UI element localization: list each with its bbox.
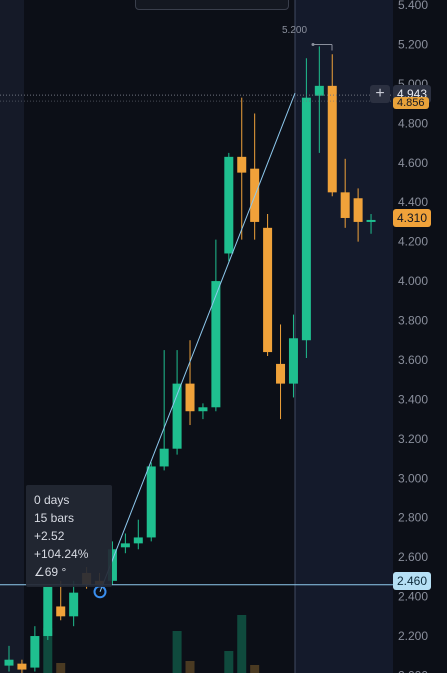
price-axis-label: 4.200: [398, 235, 428, 249]
price-axis-label: 5.400: [398, 0, 428, 12]
price-axis-label: 3.000: [398, 471, 428, 485]
price-axis-label: 3.800: [398, 314, 428, 328]
volume-bar: [43, 628, 53, 673]
price-axis-label: 3.200: [398, 432, 428, 446]
add-alert-plus-icon[interactable]: +: [370, 85, 390, 103]
measure-info-box: 0 days 15 bars +2.52 +104.24% ∠69 °: [26, 485, 112, 587]
price-tag-underlying: 4.856: [393, 97, 429, 109]
volume-bar: [250, 665, 260, 673]
measure-days: 0 days: [34, 493, 70, 507]
measure-percent: +104.24%: [34, 547, 89, 561]
price-axis-label: 3.600: [398, 353, 428, 367]
price-axis: 5.4005.2005.0004.8004.6004.4004.2004.000…: [398, 0, 428, 673]
right-highlight-band: [295, 0, 393, 673]
volume-bar: [224, 651, 234, 673]
peak-label: 5.200: [282, 25, 308, 36]
candle-body: [353, 198, 363, 222]
volume-bar: [237, 615, 247, 673]
candle-body: [120, 543, 130, 548]
candle-body: [4, 659, 14, 666]
price-axis-label: 2.600: [398, 550, 428, 564]
candles: [4, 46, 376, 673]
price-axis-label: 4.600: [398, 156, 428, 170]
candle-body: [198, 407, 208, 412]
price-axis-label: 2.200: [398, 629, 428, 643]
measure-change: +2.52: [34, 529, 65, 543]
volume-bar: [172, 631, 182, 673]
candle-body: [237, 156, 247, 173]
candle-body: [301, 97, 311, 341]
candle-body: [43, 586, 53, 637]
measure-trend-line: [99, 92, 296, 592]
candle-body: [159, 448, 169, 467]
candle-body: [146, 466, 156, 538]
candle-body: [172, 383, 182, 449]
candle-body: [211, 281, 221, 408]
candle-body: [366, 219, 376, 222]
candle-body: [30, 636, 40, 668]
candle-body: [327, 85, 337, 193]
volume-bar: [185, 661, 195, 673]
measure-angle: ∠69 °: [34, 565, 67, 579]
volume-bars: [43, 615, 260, 673]
measure-bars: 15 bars: [34, 511, 75, 525]
price-axis-label: 4.000: [398, 274, 428, 288]
candle-body: [133, 537, 143, 544]
price-axis-label: 4.800: [398, 116, 428, 130]
price-axis-label: 4.400: [398, 195, 428, 209]
candle-body: [224, 156, 234, 254]
candle-body: [340, 192, 350, 218]
candle-body: [185, 383, 195, 412]
candle-body: [17, 663, 27, 670]
price-axis-label: 3.400: [398, 392, 428, 406]
candle-body: [56, 606, 66, 617]
candle-body: [288, 338, 298, 384]
candle-body: [69, 592, 79, 617]
price-tag-last: 4.310: [393, 209, 432, 227]
top-toolbar-widget[interactable]: [135, 0, 289, 10]
price-axis-label: 2.800: [398, 511, 428, 525]
price-axis-label: 2.000: [398, 668, 428, 673]
peak-marker-dot: [311, 42, 315, 46]
volume-bar: [56, 663, 66, 673]
price-axis-label: 5.200: [398, 37, 428, 51]
candle-body: [263, 227, 273, 353]
price-tag-measure-start: 2.460: [393, 572, 432, 590]
left-highlight-band: [0, 0, 24, 673]
candle-body: [107, 549, 117, 581]
price-axis-label: 2.400: [398, 590, 428, 604]
candle-body: [276, 363, 286, 384]
candle-body: [314, 85, 324, 96]
